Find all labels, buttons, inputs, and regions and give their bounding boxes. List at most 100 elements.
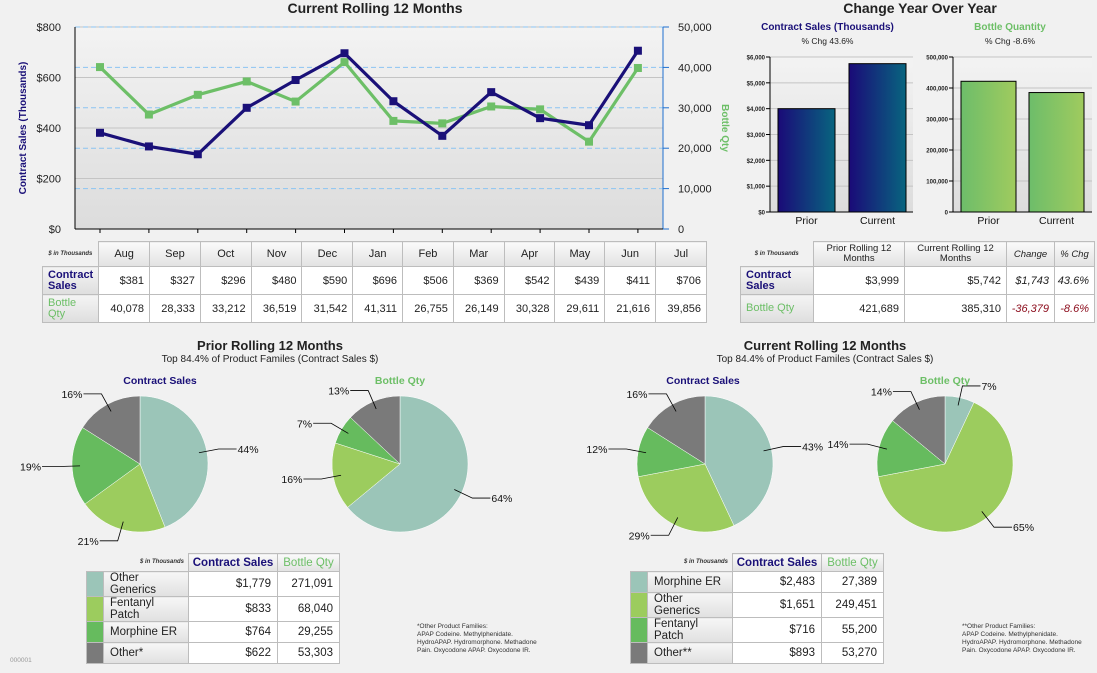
- product-family: Morphine ER: [103, 621, 189, 643]
- bottle-qty-point: [193, 90, 202, 99]
- sales-bar: [848, 63, 907, 213]
- cell: -36,379: [1006, 294, 1055, 323]
- slice-label: 43%: [802, 442, 823, 454]
- slice-label: 44%: [238, 444, 259, 456]
- x-tick-label: Current: [1039, 215, 1074, 227]
- col-header-month: Jan: [352, 241, 404, 267]
- col-change: Change: [1006, 241, 1055, 267]
- bottle-qty-point: [438, 119, 447, 128]
- footnote-line: Pain. Oxycodone APAP. Oxycodone IR.: [417, 647, 531, 654]
- col-header-month: Dec: [301, 241, 354, 267]
- bottle-qty-point: [96, 63, 104, 72]
- product-family: Morphine ER: [647, 571, 733, 593]
- bottle-qty-point: [242, 77, 251, 86]
- legend-row: Morphine ER $764 29,255: [86, 621, 340, 643]
- current-title: Current Rolling 12 Months: [743, 338, 907, 353]
- current-legend-table: $ in Thousands Contract Sales Bottle Qty Mo…: [630, 553, 884, 664]
- legend-swatch: [86, 642, 104, 664]
- yoy-bottle-title: Bottle Quantity: [974, 22, 1046, 33]
- cell: 26,755: [402, 294, 454, 323]
- monthly-table: $ in Thousands Aug Sep Oct Nov Dec Jan Feb Mar Ap…: [41, 241, 707, 323]
- slice-label: 64%: [491, 493, 512, 505]
- x-tick-label: Current: [860, 215, 895, 227]
- cell: -8.6%: [1054, 294, 1095, 323]
- cell: 43.6%: [1054, 266, 1095, 295]
- cell: 39,856: [655, 294, 707, 323]
- col-header-month: May: [554, 241, 606, 267]
- y-tick-label: $3,000: [747, 133, 766, 139]
- slice-label: 16%: [281, 474, 302, 486]
- units-note: $ in Thousands: [683, 559, 728, 566]
- legend-row: Fentanyl Patch $833 68,040: [86, 596, 340, 622]
- product-family: Other Generics: [647, 592, 733, 618]
- y-tick-label: 0: [945, 211, 949, 217]
- slice-label: 14%: [871, 387, 892, 399]
- row-label: Contract Sales: [740, 266, 814, 295]
- leader-line: [454, 489, 491, 499]
- cell: $893: [732, 642, 822, 664]
- bottle-qty-point: [487, 102, 496, 111]
- col-header-month: Nov: [250, 241, 303, 267]
- cell: $1,651: [732, 592, 822, 618]
- product-family: Other*: [103, 642, 189, 664]
- bottle-qty-point: [633, 63, 642, 72]
- leader-line: [849, 443, 887, 450]
- leader-line: [608, 448, 647, 454]
- contract-sales-point: [291, 76, 300, 85]
- current-subtitle: Top 84.4% of Product Familes (Contract S…: [716, 354, 934, 365]
- leader-line: [303, 474, 342, 480]
- slice-label: 7%: [981, 381, 996, 393]
- y2-tick-label: 50,000: [678, 22, 712, 34]
- col-header-month: Mar: [452, 241, 505, 267]
- leader-line: [957, 385, 981, 406]
- bottle-qty-point: [389, 116, 398, 125]
- footnote-line: Pain. Oxycodone APAP. Oxycodone IR.: [962, 647, 1076, 654]
- cell: $327: [149, 266, 201, 295]
- prior-footnote: *Other Product Families: APAP Codeine. Me…: [417, 623, 557, 655]
- cell: 249,451: [821, 592, 884, 618]
- col-header-month: Jun: [604, 241, 657, 267]
- page-id: 000001: [10, 657, 32, 664]
- footnote-line: APAP Codeine. Methylphenidate.: [962, 631, 1058, 638]
- bottle-qty-point: [340, 58, 349, 67]
- legend-swatch: [86, 621, 104, 643]
- prior-bottle-pie-title: Bottle Qty: [374, 375, 426, 387]
- prior-title: Prior Rolling 12 Months: [197, 338, 343, 353]
- leader-line: [313, 422, 349, 434]
- cell: 31,542: [301, 294, 354, 323]
- cell: $590: [301, 266, 354, 295]
- yoy-title: Change Year Over Year: [843, 0, 997, 16]
- y2-tick-label: 0: [678, 224, 684, 236]
- contract-sales-point: [193, 150, 202, 159]
- col-current: Current Rolling 12 Months: [904, 241, 1007, 267]
- cell: $833: [188, 596, 278, 622]
- y-tick-label: 400,000: [926, 87, 948, 93]
- legend-row: Fentanyl Patch $716 55,200: [630, 617, 884, 643]
- y-axis-label: Contract Sales (Thousands): [18, 62, 29, 195]
- slice-label: 29%: [629, 530, 650, 542]
- slice-label: 16%: [61, 389, 82, 401]
- cell: 55,200: [821, 617, 884, 643]
- bottle-qty-point: [291, 97, 300, 106]
- contract-sales-point: [487, 88, 496, 97]
- y-tick-label: $4,000: [747, 107, 766, 113]
- legend-swatch: [630, 642, 648, 664]
- prior-subtitle: Top 84.4% of Product Familes (Contract S…: [161, 354, 379, 365]
- cell: $381: [98, 266, 151, 295]
- contract-sales-point: [585, 121, 593, 130]
- cell: $411: [604, 266, 657, 295]
- row-label: Bottle Qty: [41, 294, 100, 323]
- legend-header-row: $ in Thousands Contract Sales Bottle Qty: [87, 553, 340, 572]
- leader-line: [650, 517, 679, 536]
- leader-line: [198, 448, 237, 454]
- contract-sales-point: [340, 49, 349, 58]
- contract-sales-line: [99, 49, 640, 156]
- cell: $296: [199, 266, 252, 295]
- col-header-month: Aug: [98, 241, 151, 267]
- bottle-qty-point: [585, 137, 593, 146]
- leader-line: [763, 446, 802, 452]
- cell: $706: [655, 266, 707, 295]
- y2-tick-label: 10,000: [678, 184, 712, 196]
- prior-legend-table: $ in Thousands Contract Sales Bottle Qty Ot…: [86, 553, 340, 664]
